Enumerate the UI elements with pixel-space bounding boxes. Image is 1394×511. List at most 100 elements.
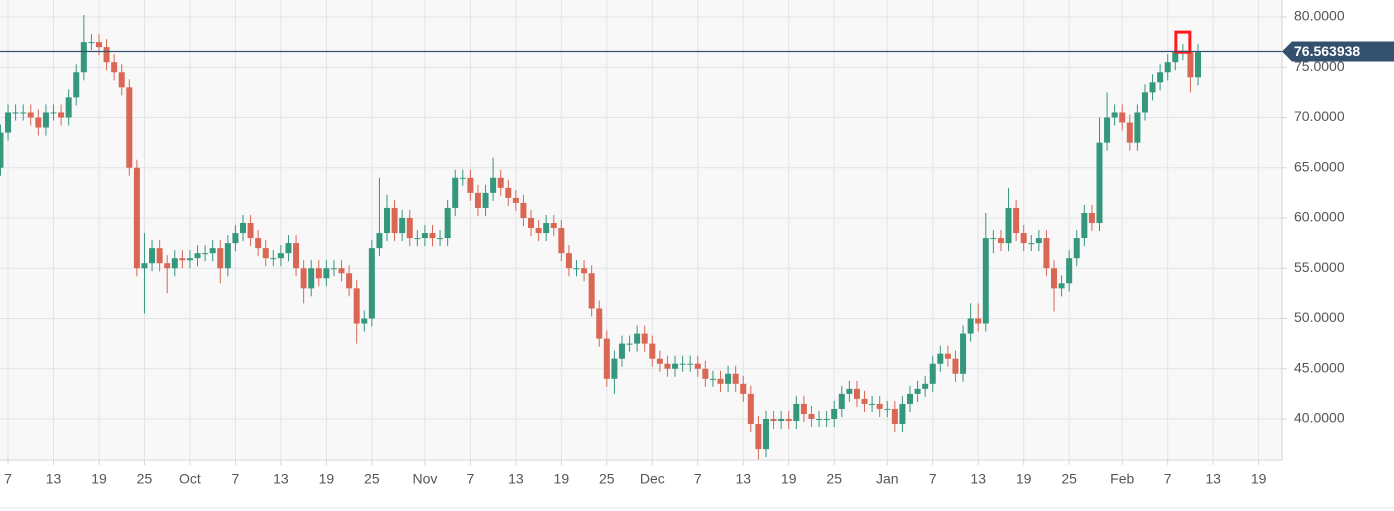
x-tick-label: Dec xyxy=(640,471,665,487)
candle-body xyxy=(702,368,709,379)
x-tick-label: 19 xyxy=(1016,471,1032,487)
candle-body xyxy=(1141,92,1148,113)
candle-body xyxy=(952,358,959,374)
y-tick-label: 60.0000 xyxy=(1294,209,1345,225)
candle-body xyxy=(982,238,989,324)
candle-body xyxy=(164,263,171,269)
candle-body xyxy=(141,263,148,269)
candle-body xyxy=(399,217,406,234)
candle-body xyxy=(565,253,572,269)
candle-body xyxy=(899,403,906,425)
candle-body xyxy=(853,388,860,399)
candle-body xyxy=(179,258,186,261)
candle-body xyxy=(770,418,777,422)
candle-body xyxy=(103,47,110,63)
last-price-badge xyxy=(1282,41,1394,62)
candle-body xyxy=(27,112,34,118)
candle-body xyxy=(906,393,913,404)
candle-body xyxy=(1187,52,1194,78)
candle-body xyxy=(315,268,322,279)
candle-body xyxy=(1066,258,1073,284)
candle-body xyxy=(1005,207,1012,244)
candle-body xyxy=(967,318,974,334)
candle-body xyxy=(353,288,360,324)
x-tick-label: 25 xyxy=(137,471,153,487)
candle-body xyxy=(406,217,413,239)
candle-body xyxy=(816,418,823,420)
x-tick-label: 19 xyxy=(91,471,107,487)
candle-body xyxy=(937,353,944,364)
candle-body xyxy=(922,383,929,389)
candle-body xyxy=(588,273,595,309)
x-tick-label: 19 xyxy=(781,471,797,487)
candle-body xyxy=(550,223,557,229)
candle-body xyxy=(960,333,967,374)
candle-body xyxy=(186,258,193,261)
candle-body xyxy=(156,248,163,264)
candle-body xyxy=(687,363,694,365)
candle-body xyxy=(649,343,656,359)
candle-body xyxy=(111,62,118,73)
candle-body xyxy=(217,248,224,269)
candle-body xyxy=(285,243,292,254)
candle-body xyxy=(505,187,512,198)
candle-body xyxy=(732,373,739,384)
candle-body xyxy=(581,268,588,274)
x-tick-label: 7 xyxy=(232,471,240,487)
candle-body xyxy=(755,424,762,450)
x-tick-label: 25 xyxy=(1061,471,1077,487)
candle-body xyxy=(808,413,815,419)
candle-body xyxy=(528,217,535,229)
candle-body xyxy=(330,268,337,270)
y-tick-label: 65.0000 xyxy=(1294,158,1345,174)
overlay xyxy=(0,30,1282,54)
last-price-label: 76.563938 xyxy=(1294,43,1360,59)
x-tick-label: 13 xyxy=(970,471,986,487)
candle-body xyxy=(255,238,262,249)
y-tick-label: 70.0000 xyxy=(1294,108,1345,124)
candle-body xyxy=(1134,112,1141,143)
candle-body xyxy=(1096,142,1103,224)
candle-body xyxy=(474,192,481,208)
candle-body xyxy=(838,393,845,409)
highlight-box xyxy=(1174,30,1192,54)
candle-body xyxy=(50,112,57,114)
candle-body xyxy=(194,253,201,259)
candle-body xyxy=(293,243,300,269)
candle-body xyxy=(1088,212,1095,224)
candle-body xyxy=(73,72,80,98)
x-tick-label: 7 xyxy=(929,471,937,487)
candle-body xyxy=(1058,283,1065,289)
plot-area xyxy=(0,0,1282,460)
candle-body xyxy=(1051,268,1058,289)
candle-body xyxy=(717,378,724,384)
candle-body xyxy=(444,207,451,239)
candle-body xyxy=(497,177,504,188)
x-tick-label: 7 xyxy=(694,471,702,487)
candle-body xyxy=(338,268,345,274)
candle-body xyxy=(1020,233,1027,244)
candle-body xyxy=(247,223,254,239)
candle-body xyxy=(1028,243,1035,245)
x-tick-label: Oct xyxy=(179,471,201,487)
candle-body xyxy=(459,177,466,179)
candle-body xyxy=(990,238,997,240)
y-tick-label: 45.0000 xyxy=(1294,359,1345,375)
candle-body xyxy=(694,363,701,369)
x-tick-label: 13 xyxy=(508,471,524,487)
candle-body xyxy=(800,403,807,414)
x-tick-label: 19 xyxy=(1251,471,1267,487)
candle-body xyxy=(1126,122,1133,143)
candle-body xyxy=(785,418,792,422)
candle-body xyxy=(88,42,95,44)
candle-body xyxy=(611,358,618,379)
candle-body xyxy=(535,228,542,234)
candle-body xyxy=(300,268,307,289)
candle-body xyxy=(368,248,375,319)
candle-body xyxy=(202,253,209,255)
candle-body xyxy=(929,363,936,384)
candle-body xyxy=(679,363,686,365)
candle-body xyxy=(596,308,603,339)
